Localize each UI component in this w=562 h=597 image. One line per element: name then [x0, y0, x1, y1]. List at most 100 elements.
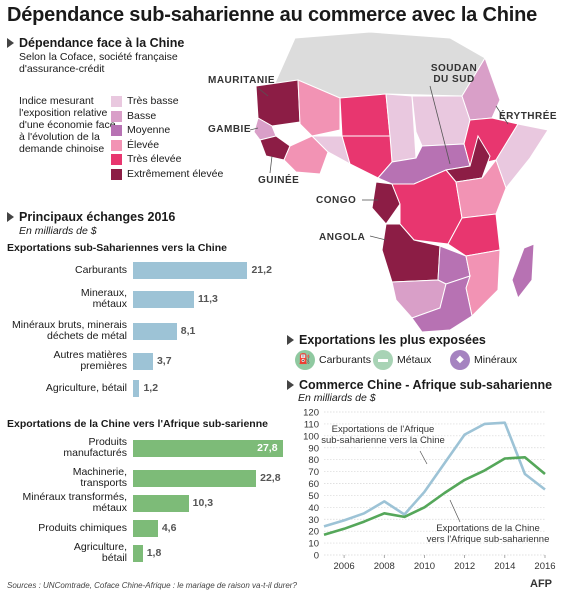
map-label-mauritanie: MAURITANIE: [208, 75, 276, 86]
bar-category-line: Agriculture, bétail: [45, 382, 127, 394]
y-tick-label: 120: [303, 408, 319, 419]
bar-value-label: 21,2: [251, 264, 272, 276]
trade-unit: En milliards de $: [298, 392, 376, 404]
africa-map: [249, 31, 549, 333]
bar-category-line: Minéraux bruts, minerais: [12, 319, 127, 331]
map-label-erythree: ÉRYTHRÉE: [499, 111, 558, 122]
y-tick-label: 80: [308, 455, 319, 466]
y-tick-label: 50: [308, 491, 319, 502]
bar-category-line: métaux: [92, 298, 127, 310]
metal-bars-icon: ▬: [373, 350, 393, 370]
legend-swatch: [111, 154, 122, 165]
bar-category-line: Produits: [88, 436, 127, 448]
bar: [133, 262, 248, 279]
niger-region: [339, 93, 391, 137]
section-arrow-icon: [7, 212, 14, 222]
bar: [133, 495, 189, 512]
exchanges-heading: Principaux échanges 2016: [7, 210, 175, 224]
madagascar-region: [511, 243, 535, 300]
legend-label: Très élevée: [127, 153, 182, 165]
bar-category-line: transports: [80, 477, 127, 489]
bar-category-label: Minéraux bruts, minerais déchets de métal: [12, 320, 127, 342]
y-tick-label: 30: [308, 515, 319, 526]
section-arrow-icon: [287, 335, 294, 345]
afp-logo: AFP: [530, 578, 552, 590]
exports-to-china-chart: Carburants 21,2 Mineraux, métaux 11,3 Minérau…: [0, 259, 290, 397]
legend-label: Élevée: [127, 138, 160, 151]
series-line-china-to-africa: [323, 455, 546, 536]
y-tick-label: 110: [304, 419, 319, 430]
bar-category-line: Minéraux transformés,: [22, 491, 127, 503]
series-label-africa-to-china: Exportations de l'Afrique sub-saharienne …: [321, 424, 445, 446]
dependence-heading: Dépendance face à la Chine: [7, 36, 184, 50]
y-tick-label: 70: [308, 467, 319, 478]
bar-category-line: métaux: [92, 502, 127, 514]
sudan-region: [411, 95, 471, 147]
bar-category-line: manufacturés: [63, 447, 127, 459]
y-tick-label: 20: [308, 527, 319, 538]
legend-description: Indice mesurant l'exposition relative d'…: [19, 95, 116, 155]
bar-category-label: Autres matières premières: [53, 350, 127, 372]
legend-swatch: [111, 139, 122, 151]
exposed-export-label: Métaux: [397, 354, 432, 366]
bar-category-line: Carburants: [75, 264, 127, 276]
bar-category-label: Carburants: [75, 265, 127, 276]
exports-from-china-heading: Exportations de la Chine vers l'Afrique …: [7, 418, 268, 430]
bar-value-label: 27,8: [257, 442, 278, 454]
x-tick-label: 2006: [334, 561, 355, 572]
dependence-subtitle: Selon la Coface, société française d'ass…: [19, 51, 178, 75]
series-label-pointer: [449, 499, 461, 523]
mozambique-region: [465, 249, 501, 318]
eritrea-region: [461, 56, 501, 121]
bar-value-label: 4,6: [161, 522, 177, 534]
exposed-export-label: Minéraux: [474, 354, 518, 366]
bar: [133, 545, 143, 562]
y-tick-label: 100: [303, 431, 319, 442]
section-arrow-icon: [287, 380, 294, 390]
bar-category-line: premières: [80, 360, 127, 372]
map-label-congo: CONGO: [316, 195, 357, 206]
bar-category-label: Mineraux, métaux: [81, 288, 127, 310]
bar-value-label: 1,2: [143, 382, 159, 394]
bar-value-label: 1,8: [146, 547, 162, 559]
bar: [133, 353, 153, 370]
exports-to-china-heading: Exportations sub-Sahariennes vers la Chi…: [7, 242, 227, 254]
congo-region: [371, 181, 401, 225]
trade-heading: Commerce Chine - Afrique sub-saharienne: [287, 378, 552, 392]
map-label-guinee: GUINÉE: [258, 175, 300, 186]
y-tick-label: 90: [308, 443, 319, 454]
bar-category-label: Minéraux transformés, métaux: [23, 492, 127, 514]
bar-category-line: bétail: [101, 552, 127, 564]
legend-swatch: [111, 125, 122, 136]
bar-value-label: 10,3: [192, 497, 214, 509]
bar-category-line: Agriculture,: [73, 541, 127, 553]
exposed-list: ⛽ Carburants ▬ Métaux ◆ Minéraux: [295, 350, 555, 372]
bar: [133, 470, 257, 487]
fuel-pump-icon: ⛽: [295, 350, 315, 370]
bar: [133, 291, 195, 308]
x-tick-label: 2008: [374, 561, 395, 572]
map-label-angola: ANGOLA: [319, 232, 366, 243]
bar-value-label: 3,7: [156, 355, 172, 367]
legend-label: Basse: [127, 109, 157, 122]
exports-from-china-chart: Produits manufacturés 27,8 Machinerie, trans…: [0, 436, 290, 566]
series-line-africa-to-china: [323, 421, 546, 528]
south-africa-region: [411, 275, 473, 333]
bar-category-label: Agriculture, bétail: [46, 383, 127, 394]
bar-value-label: 22,8: [260, 472, 281, 484]
section-arrow-icon: [7, 38, 14, 48]
source-note: Sources : UNComtrade, Coface Chine-Afriq…: [7, 581, 297, 590]
legend-label: Très basse: [127, 95, 179, 107]
diamond-icon: ◆: [450, 350, 470, 370]
dependence-legend: Très basse Basse Moyenne Élevée Très élevée E…: [111, 95, 241, 186]
somalia-region: [495, 123, 549, 190]
page-title: Dépendance sub-saharienne au commerce av…: [7, 4, 538, 26]
x-tick-label: 2016: [534, 561, 555, 572]
bar-category-label: Produits manufacturés: [63, 437, 127, 459]
legend-swatch: [111, 96, 122, 107]
y-tick-label: 40: [308, 503, 319, 514]
bar: [133, 323, 177, 340]
exposed-export-label: Carburants: [319, 354, 371, 366]
map-label-soudan-du-sud: SOUDAN DU SUD: [430, 63, 478, 85]
bar: [133, 520, 158, 537]
